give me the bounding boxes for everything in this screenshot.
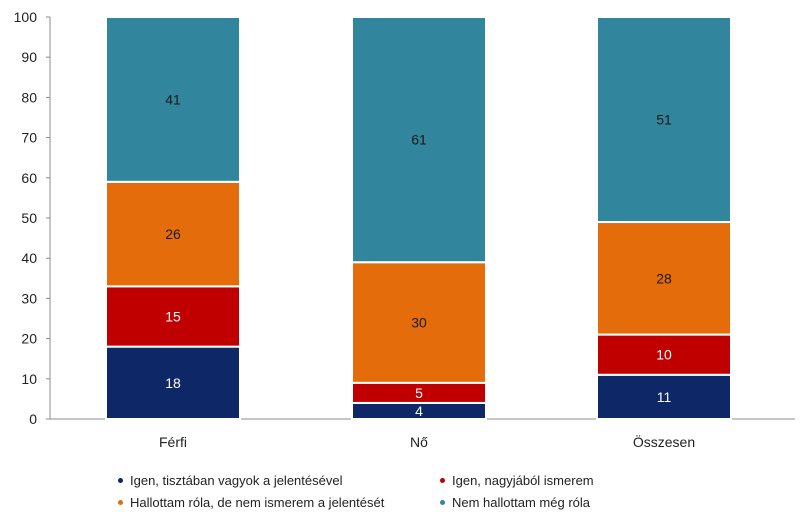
data-label-2-2: 28 xyxy=(656,270,672,286)
y-tick-label-10: 100 xyxy=(14,9,38,25)
y-tick-label-9: 90 xyxy=(21,49,37,65)
data-label-1-2: 30 xyxy=(411,315,427,331)
y-tick-label-6: 60 xyxy=(21,170,37,186)
y-tick-label-7: 70 xyxy=(21,130,37,146)
data-label-0-1: 15 xyxy=(165,308,181,324)
bar-segment-0-1 xyxy=(105,285,241,348)
y-tick-label-8: 80 xyxy=(21,89,37,105)
bar-segment-1-2 xyxy=(351,261,487,384)
data-label-1-3: 61 xyxy=(411,132,427,148)
bar-segment-0-0 xyxy=(105,345,241,421)
data-label-2-1: 10 xyxy=(656,347,672,363)
data-label-1-0: 4 xyxy=(415,403,423,419)
y-tick-label-4: 40 xyxy=(21,250,37,266)
data-label-0-3: 41 xyxy=(165,91,181,107)
y-tick-label-0: 0 xyxy=(29,411,37,427)
x-tick-label-0: Férfi xyxy=(159,434,187,450)
data-label-0-0: 18 xyxy=(165,375,181,391)
bar-segment-2-3 xyxy=(596,16,732,224)
bar-segment-2-0 xyxy=(596,373,732,420)
x-tick-label-1: Nő xyxy=(410,434,428,450)
bar-segment-0-3 xyxy=(105,16,241,183)
x-tick-label-2: Összesen xyxy=(633,433,695,450)
bar-segment-0-2 xyxy=(105,180,241,288)
bar-segment-2-2 xyxy=(596,221,732,336)
data-label-0-2: 26 xyxy=(165,226,181,242)
data-label-2-0: 11 xyxy=(657,389,672,405)
y-tick-label-3: 30 xyxy=(21,290,37,306)
bar-segment-1-3 xyxy=(351,16,487,264)
y-tick-label-2: 20 xyxy=(21,331,37,347)
y-tick-label-1: 10 xyxy=(21,371,37,387)
bar-segment-2-1 xyxy=(596,333,732,376)
data-label-2-3: 51 xyxy=(656,112,672,128)
y-tick-label-5: 50 xyxy=(21,210,37,226)
data-label-1-1: 5 xyxy=(415,385,423,401)
